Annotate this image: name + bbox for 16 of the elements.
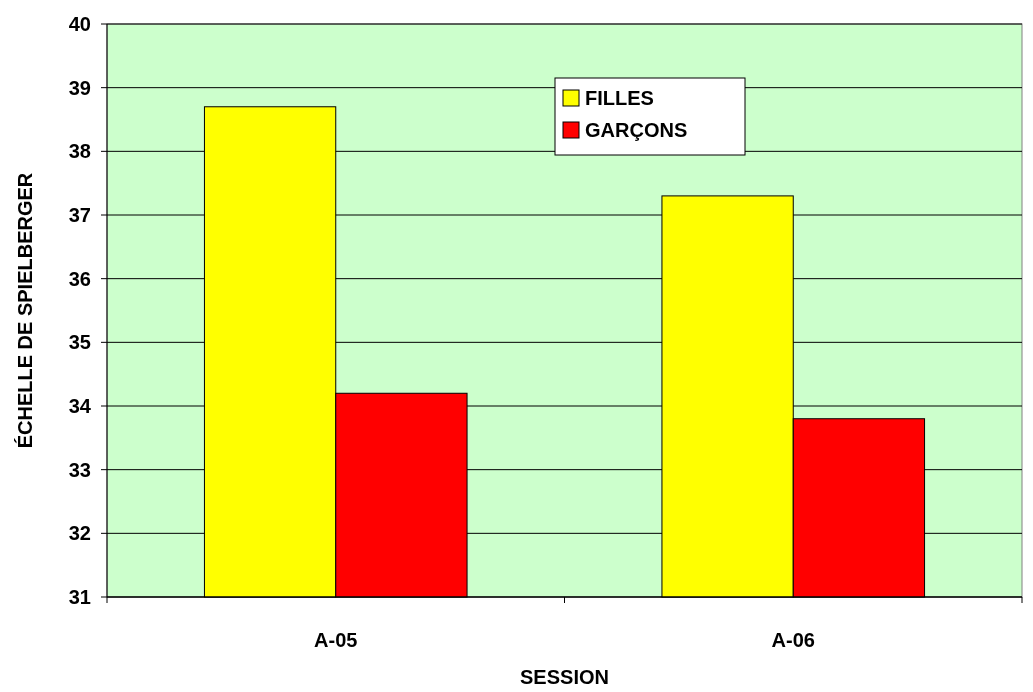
y-tick-label: 31 bbox=[68, 586, 91, 608]
x-tick-label: A-05 bbox=[314, 629, 358, 651]
y-tick-label: 32 bbox=[68, 522, 91, 545]
y-tick-label: 37 bbox=[68, 204, 91, 226]
y-tick-label: 39 bbox=[68, 76, 91, 99]
x-tick-label: A-06 bbox=[771, 629, 815, 651]
y-tick-label: 33 bbox=[68, 458, 91, 481]
x-axis-title: SESSION bbox=[520, 666, 609, 688]
legend-label: GARÇONS bbox=[585, 119, 688, 141]
legend-label: FILLES bbox=[585, 87, 654, 109]
y-axis-title: ÉCHELLE DE SPIELBERGER bbox=[14, 172, 36, 449]
y-tick-label: 38 bbox=[68, 140, 91, 163]
y-tick-label: 40 bbox=[68, 13, 91, 35]
y-tick-label: 34 bbox=[68, 395, 92, 417]
y-tick-label: 35 bbox=[68, 331, 91, 354]
y-tick-label: 36 bbox=[68, 267, 91, 290]
